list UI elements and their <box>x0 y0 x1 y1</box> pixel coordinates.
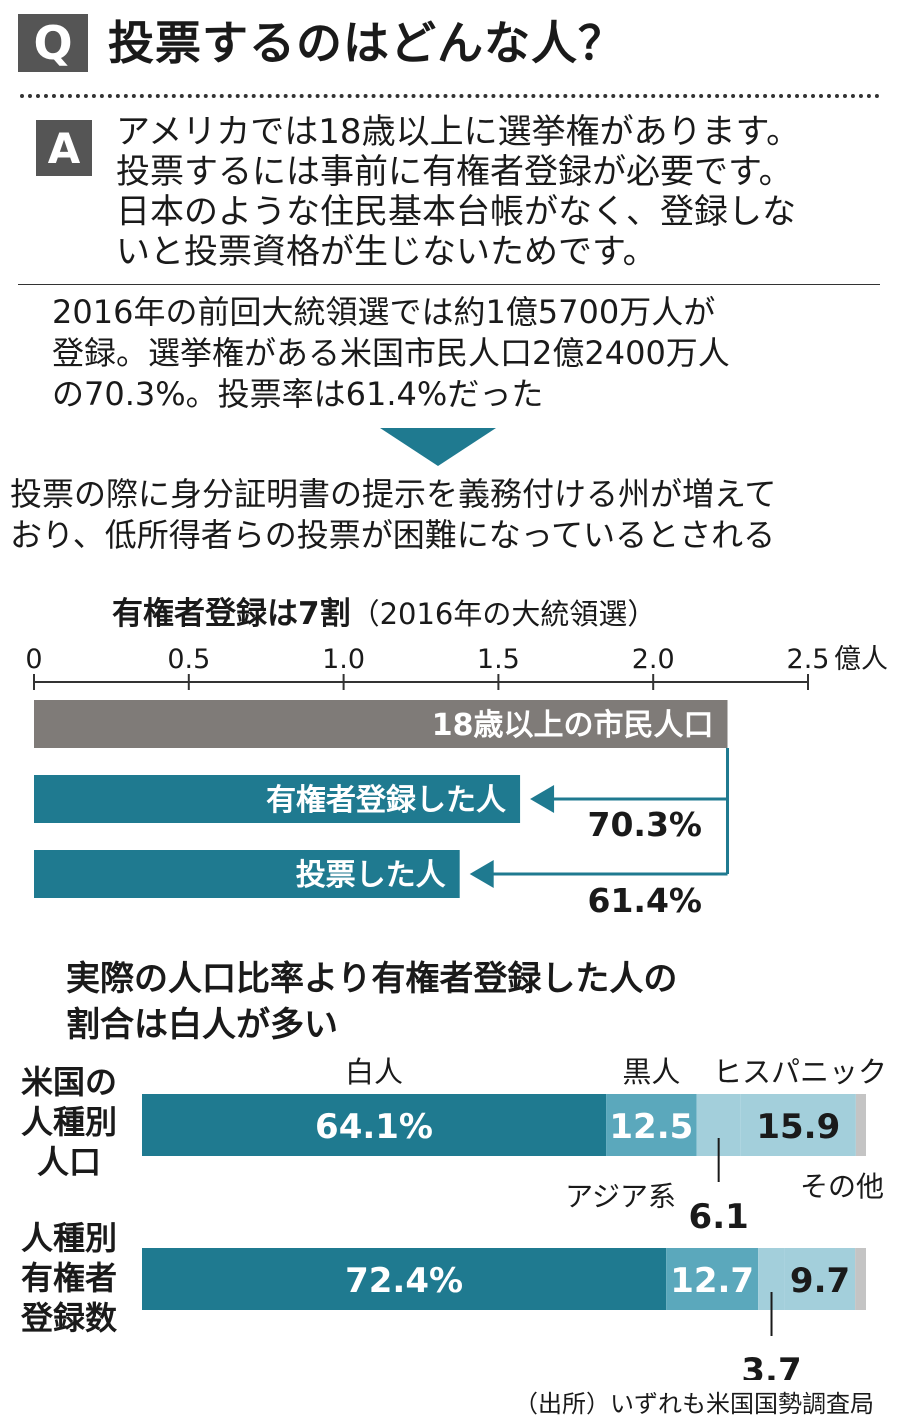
answer-line: 日本のような住民基本台帳がなく、登録しな <box>116 192 796 232</box>
chart1-registration: 0 0.5 1.0 1.5 2.0 2.5 億人 18歳以上の市民人口有権者登録した人投票した… <box>25 644 888 920</box>
row-label-line: 人種別 <box>20 1219 117 1257</box>
arrow-left-icon <box>530 785 555 813</box>
stacked-segment <box>784 1248 856 1310</box>
segment-label: 12.7 <box>670 1261 754 1301</box>
segment-label: 64.1% <box>315 1107 433 1147</box>
series-name-hispanic: ヒスパニック <box>713 1055 887 1089</box>
chart2-title: 実際の人口比率より有権者登録した人の 割合は白人が多い <box>66 956 677 1048</box>
arrow-left-icon <box>469 860 494 888</box>
bar <box>34 700 728 748</box>
bar-label: 投票した人 <box>296 858 446 893</box>
bar <box>34 775 521 823</box>
chart2-title-line: 割合は白人が多い <box>66 1005 338 1045</box>
stacked-segment <box>606 1094 697 1156</box>
segment-label: 12.5 <box>609 1107 693 1147</box>
bar <box>34 850 460 898</box>
q-badge: Q <box>18 14 88 72</box>
asian-value-label: 6.1 <box>689 1197 749 1237</box>
answer-line: いと投票資格が生じないためです。 <box>116 232 657 272</box>
note-line: おり、低所得者らの投票が困難になっているとされる <box>10 516 776 554</box>
chart1-title: 有権者登録は7割（2016年の大統領選） <box>112 588 656 633</box>
row-label-line: 米国の <box>20 1063 117 1101</box>
stacked-segment <box>855 1248 866 1310</box>
row-label-line: 登録数 <box>20 1299 117 1337</box>
series-name-other: その他 <box>800 1170 884 1203</box>
row-label-line: 有権者 <box>20 1259 117 1297</box>
chart2-race-share: 白人 黒人 ヒスパニック 64.1% 12.5 15.9 6.1 72.4% 12.7 9.7 3.… <box>142 1055 887 1380</box>
facts-line: の70.3%。投票率は61.4%だった <box>52 375 544 413</box>
stacked-segment <box>740 1094 856 1156</box>
x-tick-label: 2.0 <box>632 644 675 675</box>
percent-annotation: 61.4% <box>588 881 703 920</box>
down-arrow-icon <box>380 428 496 466</box>
segment-label: 72.4% <box>345 1261 463 1301</box>
stacked-segment <box>142 1094 607 1156</box>
series-name-black: 黒人 <box>622 1055 680 1089</box>
segment-label: 9.7 <box>790 1261 850 1301</box>
asian-value-label: 3.7 <box>741 1351 801 1380</box>
answer-line: 投票するには事前に有権者登録が必要です。 <box>116 152 793 192</box>
note-text: 投票の際に身分証明書の提示を義務付ける州が増えて おり、低所得者らの投票が困難に… <box>10 474 900 556</box>
dotted-divider <box>20 94 880 98</box>
x-tick-label: 0 <box>25 644 42 675</box>
facts-line: 登録。選挙権がある米国市民人口2億2400万人 <box>52 334 730 372</box>
row-label-registered: 人種別 有権者 登録数 <box>4 1218 134 1338</box>
row-label-line: 人口 <box>36 1143 101 1181</box>
note-line: 投票の際に身分証明書の提示を義務付ける州が増えて <box>10 475 777 513</box>
stacked-segment <box>142 1248 667 1310</box>
source-note: （出所）いずれも米国国勢調査局 <box>514 1390 874 1418</box>
x-unit-label: 億人 <box>834 644 888 675</box>
section-rule <box>18 284 880 285</box>
series-name-asian: アジア系 <box>565 1180 676 1213</box>
answer-line: アメリカでは18歳以上に選挙権があります。 <box>116 112 801 152</box>
stacked-segment <box>855 1094 866 1156</box>
series-name-white: 白人 <box>345 1055 403 1089</box>
row-label-line: 人種別 <box>20 1103 117 1141</box>
x-tick-label: 2.5 <box>787 644 830 675</box>
page-title: 投票するのはどんな人？ <box>108 16 625 70</box>
facts-text: 2016年の前回大統領選では約1億5700万人が 登録。選挙権がある米国市民人口… <box>52 292 892 415</box>
chart1-title-main: 有権者登録は7割 <box>112 596 351 632</box>
row-label-population: 米国の 人種別 人口 <box>4 1062 134 1182</box>
x-tick-label: 1.0 <box>322 644 365 675</box>
x-tick-label: 0.5 <box>167 644 210 675</box>
chart2-title-line: 実際の人口比率より有権者登録した人の <box>66 959 678 999</box>
bar-label: 有権者登録した人 <box>266 783 506 818</box>
percent-annotation: 70.3% <box>588 805 703 844</box>
stacked-segment <box>666 1248 759 1310</box>
facts-line: 2016年の前回大統領選では約1億5700万人が <box>52 293 716 331</box>
chart1-subtitle: （2016年の大統領選） <box>350 597 657 631</box>
x-tick-label: 1.5 <box>477 644 520 675</box>
segment-label: 15.9 <box>756 1107 840 1147</box>
bar-label: 18歳以上の市民人口 <box>432 708 714 743</box>
a-badge: A <box>36 120 92 176</box>
answer-text: アメリカでは18歳以上に選挙権があります。 投票するには事前に有権者登録が必要で… <box>116 112 896 272</box>
